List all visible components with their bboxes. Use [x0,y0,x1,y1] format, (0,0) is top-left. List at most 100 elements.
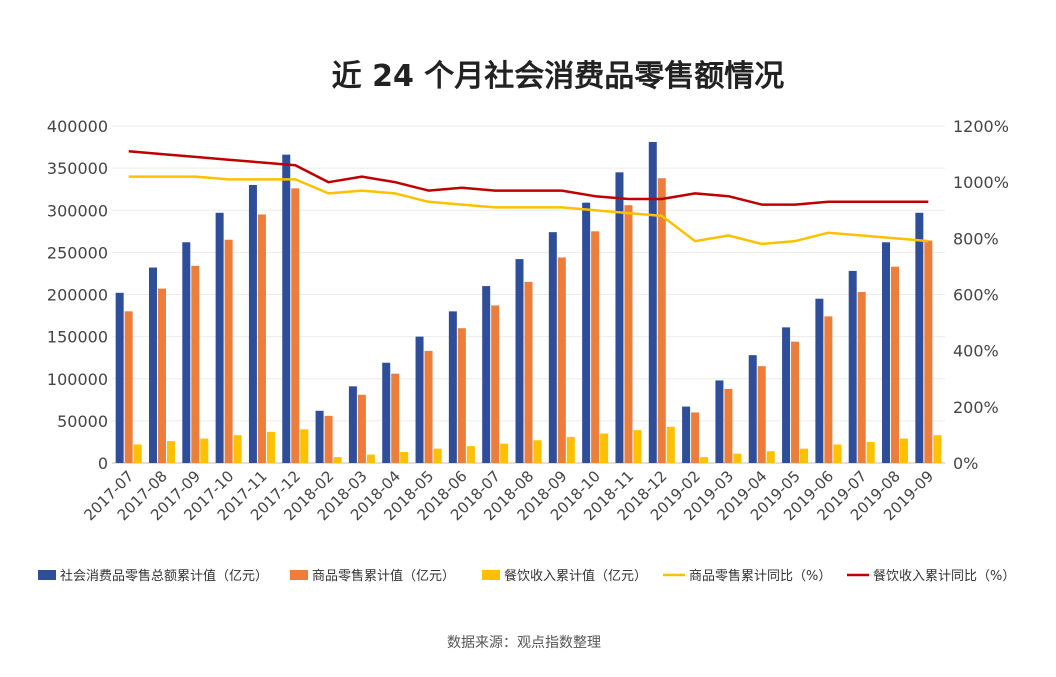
right-tick-label: 600% [953,286,999,305]
bar-2-2017-07 [124,311,133,463]
left-tick-label: 150000 [47,328,108,347]
legend-label: 餐饮收入累计同比（%） [873,568,1015,584]
bar-series-group [115,142,942,464]
bar-3-2019-07 [866,441,875,463]
bar-2-2019-07 [857,291,866,463]
bar-2-2018-06 [457,328,466,463]
left-tick-label: 300000 [47,201,108,220]
bar-3-2017-07 [133,444,142,463]
bar-2-2019-08 [891,266,900,463]
bar-1-2018-12 [648,142,657,463]
bar-1-2018-07 [482,286,491,463]
bar-3-2019-05 [800,448,809,463]
x-axis: 2017-072017-082017-092017-102017-112017-… [80,467,937,524]
legend-swatch [482,570,500,580]
bar-2-2017-08 [157,288,166,463]
bar-2-2017-10 [224,239,233,463]
left-tick-label: 200000 [47,286,108,305]
right-tick-label: 800% [953,229,999,248]
bar-3-2019-06 [833,444,842,463]
bar-1-2017-12 [282,154,291,463]
bar-1-2019-05 [782,327,791,463]
bar-2-2019-06 [824,316,833,463]
bar-3-2019-09 [933,435,942,463]
right-tick-label: 200% [953,398,999,417]
bar-2-2018-11 [624,205,633,463]
bar-2-2019-03 [724,388,733,463]
legend-label: 商品零售累计同比（%） [689,568,831,584]
bar-1-2017-07 [115,292,124,463]
legend-label: 商品零售累计值（亿元） [312,568,455,584]
bar-1-2017-08 [148,267,157,463]
bar-1-2019-02 [682,406,691,463]
bar-3-2018-04 [400,452,409,463]
bar-3-2017-09 [200,438,209,463]
bar-1-2018-05 [415,336,424,463]
legend-swatch [290,570,308,580]
bar-1-2018-11 [615,172,624,463]
bar-3-2018-05 [433,448,442,463]
bar-2-2018-08 [524,281,533,463]
bar-2-2018-09 [557,257,566,463]
line-series-1 [128,175,929,246]
bar-1-2018-04 [382,362,391,463]
bar-1-2017-09 [182,242,191,463]
right-tick-label: 1200% [953,117,1009,136]
bar-3-2017-08 [166,441,175,463]
bar-1-2019-04 [748,355,757,463]
bar-1-2019-03 [715,380,724,463]
bar-1-2018-08 [515,259,524,463]
left-tick-label: 400000 [47,117,108,136]
bar-2-2018-03 [357,394,366,463]
bar-3-2018-07 [500,443,509,463]
legend-label: 社会消费品零售总额累计值（亿元） [60,568,268,584]
bar-3-2019-02 [700,457,709,463]
left-tick-label: 0 [98,454,108,473]
legend: 社会消费品零售总额累计值（亿元） 商品零售累计值（亿元） 餐饮收入累计值（亿元） 商品… [38,568,1015,584]
right-tick-label: 400% [953,342,999,361]
left-axis: 0 50000 100000 150000 200000 250000 300000 3500… [47,117,108,473]
bar-1-2018-09 [548,232,557,463]
chart-title: 近 24 个月社会消费品零售额情况 [332,59,785,94]
bar-3-2017-12 [300,429,309,463]
bar-2-2017-12 [291,188,300,463]
right-axis: 0% 200% 400% 600% 800% 1000% 1200% [953,117,1009,473]
right-tick-label: 1000% [953,173,1009,192]
bar-2-2019-04 [757,366,766,463]
bar-3-2018-08 [533,440,542,463]
bar-1-2018-10 [582,202,591,464]
bar-2-2019-09 [924,240,933,463]
bar-1-2017-10 [215,212,224,463]
bar-2-2018-04 [391,373,400,463]
bar-2-2018-10 [591,231,600,463]
bar-3-2019-04 [766,451,775,463]
bar-1-2019-09 [915,212,924,463]
right-tick-label: 0% [953,454,978,473]
left-tick-label: 50000 [57,412,108,431]
line-series-group [128,150,929,246]
left-tick-label: 250000 [47,243,108,262]
bar-1-2019-08 [882,242,891,463]
bar-3-2018-06 [466,446,475,463]
left-tick-label: 100000 [47,370,108,389]
bar-3-2018-09 [566,436,575,463]
bar-3-2018-10 [600,433,609,463]
bar-2-2018-05 [424,350,433,463]
bar-2-2019-05 [791,341,800,463]
bar-2-2019-02 [691,412,700,463]
bar-1-2018-06 [448,311,457,463]
line-series-2 [128,150,929,206]
bar-2-2018-12 [657,178,666,464]
source-note: 数据来源：观点指数整理 [447,635,601,651]
legend-swatch [38,570,56,580]
legend-label: 餐饮收入累计值（亿元） [504,568,647,584]
bar-1-2018-02 [315,410,324,463]
bar-3-2018-11 [633,430,642,463]
bar-1-2019-06 [815,298,824,463]
bar-2-2017-11 [257,214,266,463]
bar-3-2018-12 [666,426,675,463]
bar-1-2018-03 [348,386,357,463]
bar-1-2017-11 [248,184,257,463]
bar-2-2018-07 [491,305,500,463]
